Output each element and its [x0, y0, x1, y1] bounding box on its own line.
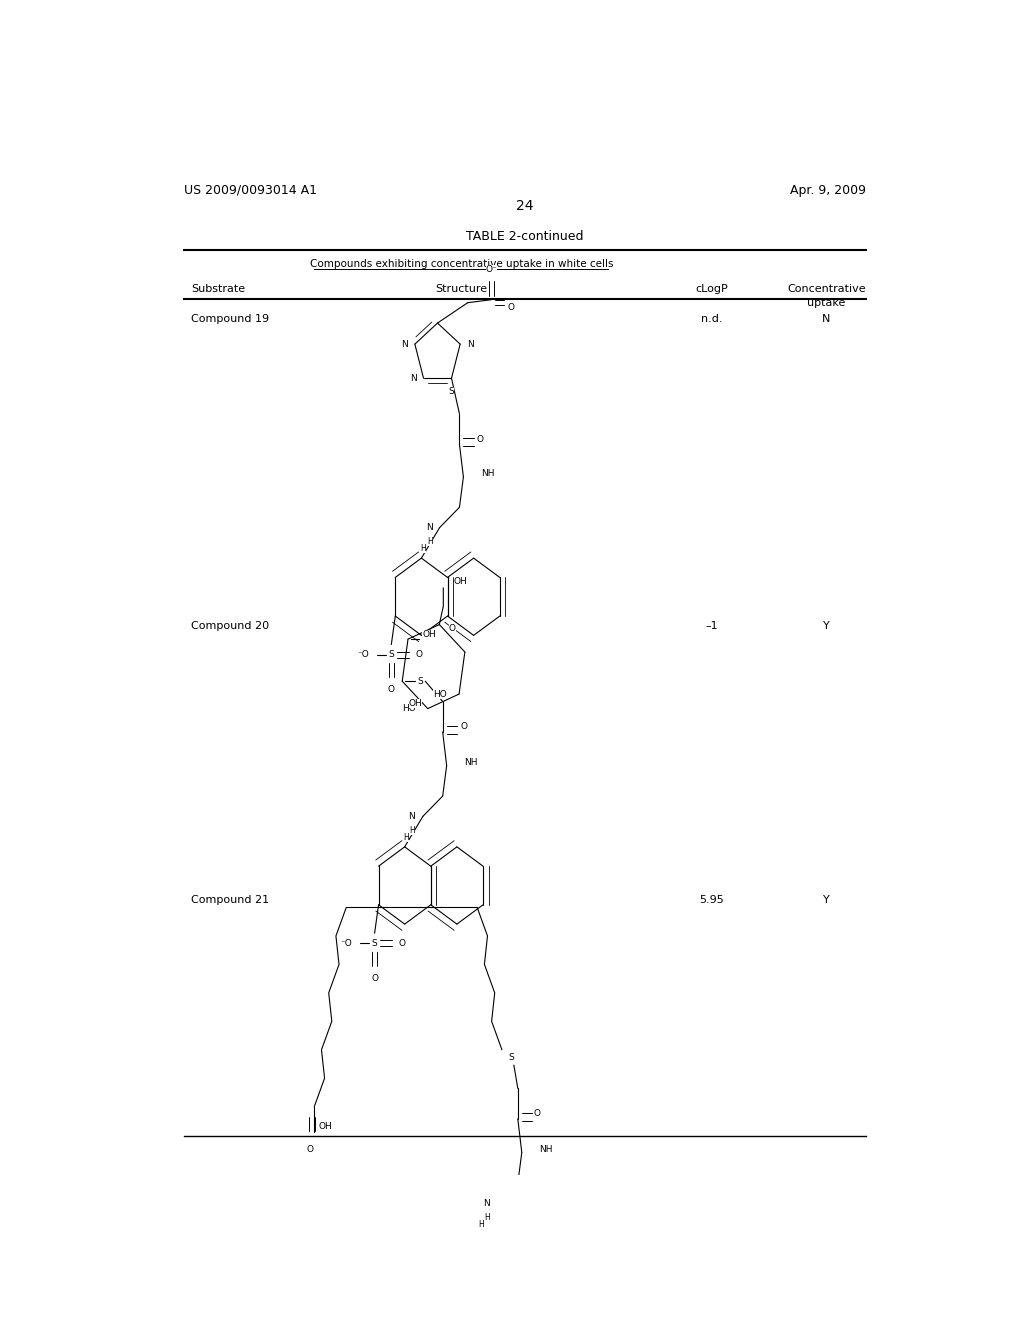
Text: Concentrative: Concentrative: [787, 284, 865, 294]
Text: NH: NH: [464, 758, 477, 767]
Text: O: O: [460, 722, 467, 731]
Text: H: H: [410, 826, 415, 836]
Text: N: N: [426, 523, 433, 532]
Text: uptake: uptake: [807, 297, 846, 308]
Text: O: O: [388, 685, 395, 694]
Text: Compound 21: Compound 21: [191, 895, 269, 906]
Text: S: S: [372, 939, 378, 948]
Text: Y: Y: [823, 895, 829, 906]
Text: O: O: [307, 1146, 313, 1154]
Text: –1: –1: [705, 620, 718, 631]
Text: ⁻O: ⁻O: [357, 651, 369, 659]
Text: N: N: [483, 1199, 490, 1208]
Text: NH: NH: [540, 1144, 553, 1154]
Text: O: O: [534, 1109, 541, 1118]
Text: Compounds exhibiting concentrative uptake in white cells: Compounds exhibiting concentrative uptak…: [309, 259, 613, 269]
Text: n.d.: n.d.: [700, 314, 722, 323]
Text: N: N: [467, 339, 474, 348]
Text: HO: HO: [433, 689, 447, 698]
Text: H: H: [478, 1220, 484, 1229]
Text: OH: OH: [318, 1122, 332, 1131]
Text: N: N: [409, 812, 415, 821]
Text: S: S: [418, 677, 423, 685]
Text: cLogP: cLogP: [695, 284, 728, 294]
Text: TABLE 2-continued: TABLE 2-continued: [466, 230, 584, 243]
Text: Compound 20: Compound 20: [191, 620, 269, 631]
Text: S: S: [449, 387, 455, 396]
Text: H: H: [403, 833, 410, 842]
Text: NH: NH: [481, 469, 495, 478]
Text: O: O: [371, 974, 378, 983]
Text: H: H: [484, 1213, 490, 1222]
Text: H: H: [427, 537, 433, 546]
Text: O: O: [477, 434, 484, 444]
Text: N: N: [822, 314, 830, 323]
Text: O: O: [507, 304, 514, 313]
Text: Y: Y: [823, 620, 829, 631]
Text: O: O: [449, 623, 456, 632]
Text: O⁻: O⁻: [485, 265, 498, 275]
Text: OH: OH: [454, 577, 467, 586]
Text: HO: HO: [402, 704, 416, 713]
Text: 24: 24: [516, 199, 534, 213]
Text: N: N: [410, 374, 417, 383]
Text: Apr. 9, 2009: Apr. 9, 2009: [791, 183, 866, 197]
Text: OH: OH: [409, 700, 422, 709]
Text: N: N: [401, 339, 408, 348]
Text: Compound 19: Compound 19: [191, 314, 269, 323]
Text: ⁻O: ⁻O: [341, 939, 352, 948]
Text: OH: OH: [422, 630, 436, 639]
Text: S: S: [388, 651, 394, 659]
Text: 5.95: 5.95: [699, 895, 724, 906]
Text: O: O: [415, 651, 422, 659]
Text: O: O: [398, 939, 406, 948]
Text: Substrate: Substrate: [191, 284, 246, 294]
Text: US 2009/0093014 A1: US 2009/0093014 A1: [183, 183, 316, 197]
Text: H: H: [420, 544, 426, 553]
Text: Structure: Structure: [435, 284, 487, 294]
Text: S: S: [508, 1053, 514, 1063]
